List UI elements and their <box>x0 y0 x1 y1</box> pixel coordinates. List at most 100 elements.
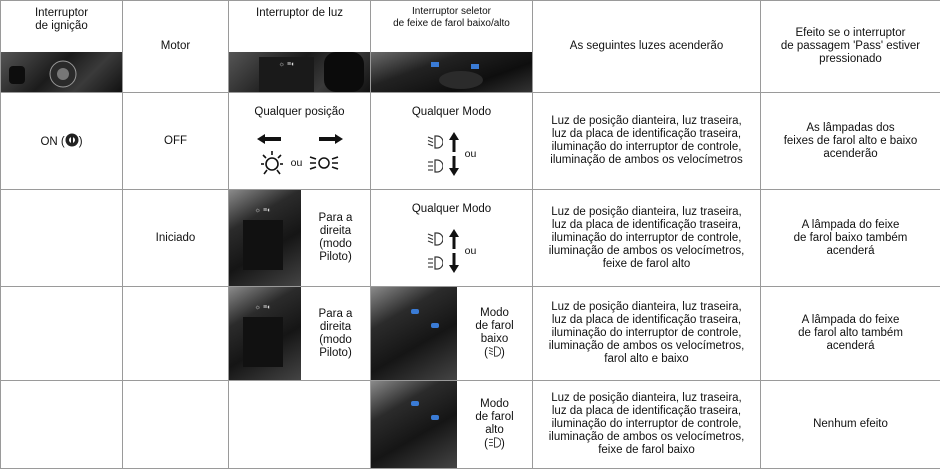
light-switch-cell: ☼ ≡◐ Para a direita (modo Piloto) <box>229 190 371 287</box>
indicator <box>431 415 439 420</box>
beam-selector-photo <box>371 52 532 92</box>
beam-icon-stack <box>427 132 459 176</box>
icon-pair <box>427 156 459 176</box>
light-switch-drawing: ☼ ≡◐ <box>229 52 370 92</box>
light-switch-photo: ☼ ≡◐ <box>229 287 301 380</box>
beam-selector-drawing <box>371 52 532 92</box>
header-text: Interruptor de ignição <box>1 1 122 33</box>
up-arrow <box>449 132 459 152</box>
light-icons: ou <box>229 150 370 176</box>
indicator <box>431 323 439 328</box>
pass-effect-cell: Nenhum efeito <box>761 381 940 469</box>
low-beam-icon <box>488 346 501 357</box>
engine-cell <box>123 381 229 469</box>
header-cell: As seguintes luzes acenderão <box>533 1 761 93</box>
header-cell: Interruptor seletor de feixe de farol ba… <box>371 1 533 93</box>
pass-effect-cell: As lâmpadas dos feixes de farol alto e b… <box>761 93 940 190</box>
beam-title: Qualquer Modo <box>371 106 532 119</box>
high-beam-icon <box>427 159 443 173</box>
down-arrow <box>449 253 459 273</box>
icon-pair <box>427 253 459 273</box>
high-beam-icon <box>488 437 501 448</box>
table-row: ON () OFF Qualquer posição ou Qualquer M… <box>1 93 940 190</box>
light-switch-cell <box>229 381 371 469</box>
or-text: ou <box>465 245 477 258</box>
ignition-drawing <box>1 52 122 92</box>
header-text: Interruptor seletor de feixe de farol ba… <box>371 1 532 30</box>
header-cell: Interruptor de luz ☼ ≡◐ <box>229 1 371 93</box>
switch-marking: ☼ ≡◐ <box>255 207 272 214</box>
ignition-cell <box>1 190 123 287</box>
split: Modo de farol baixo () <box>371 287 532 380</box>
split: ☼ ≡◐ Para a direita (modo Piloto) <box>229 190 370 286</box>
tail-light-icon <box>308 153 340 173</box>
split: Modo de farol alto () <box>371 381 532 468</box>
ignition-text: ) <box>79 136 83 148</box>
ignition-text: ON ( <box>40 136 64 148</box>
header-cell: Motor <box>123 1 229 93</box>
beam-icons: ou <box>371 132 532 176</box>
table-row: Iniciado ☼ ≡◐ Para a direita (modo Piloto… <box>1 190 940 287</box>
lights-cell: Luz de posição dianteira, luz traseira, … <box>533 287 761 381</box>
ignition-cell: ON () <box>1 93 123 190</box>
split: ☼ ≡◐ Para a direita (modo Piloto) <box>229 287 370 380</box>
switch-drawing: ☼ ≡◐ <box>229 190 301 282</box>
lights-cell: Luz de posição dianteira, luz traseira, … <box>533 93 761 190</box>
body: {"table":{ "header":["Interruptor\nde ig… <box>0 0 940 459</box>
light-switch-title: Qualquer posição <box>229 106 370 119</box>
pass-effect-cell: A lâmpada do feixe de farol alto também … <box>761 287 940 381</box>
header-cell: Interruptor de ignição <box>1 1 123 93</box>
pass-effect-cell: A lâmpada do feixe de farol baixo também… <box>761 190 940 287</box>
icon-pair <box>427 132 459 152</box>
beam-selector-cell: Modo de farol baixo () <box>371 287 533 381</box>
beam-selector-cell: Qualquer Modo ou <box>371 190 533 287</box>
engine-cell: OFF <box>123 93 229 190</box>
table-row: ☼ ≡◐ Para a direita (modo Piloto) Modo de… <box>1 287 940 381</box>
beam-title: Qualquer Modo <box>371 203 532 216</box>
page: Tabela de luzes html,body{margin:0;paddi… <box>0 0 940 459</box>
low-beam-icon <box>427 232 443 246</box>
header-text: Interruptor de luz <box>229 1 370 20</box>
beam-selector-cell: Qualquer Modo ou <box>371 93 533 190</box>
ignition-photo <box>1 52 122 92</box>
beam-mode-text: ) <box>501 347 505 359</box>
indicator <box>411 309 419 314</box>
light-switch-cell: Qualquer posição ou <box>229 93 371 190</box>
ignition-cell <box>1 381 123 469</box>
beam-selector-photo <box>371 287 457 380</box>
down-arrow <box>449 156 459 176</box>
switch-marking: ☼ ≡◐ <box>279 61 296 68</box>
ignition-cell <box>1 287 123 381</box>
beam-mode-label: Modo de farol alto () <box>457 398 532 451</box>
table-row: Modo de farol alto () Luz de posição dia… <box>1 381 940 469</box>
engine-cell <box>123 287 229 381</box>
engine-cell: Iniciado <box>123 190 229 287</box>
or-text: ou <box>465 148 477 161</box>
beam-mode-text: ) <box>501 438 505 450</box>
key-icon <box>65 133 79 147</box>
beam-selector-cell: Modo de farol alto () <box>371 381 533 469</box>
beam-icon-stack <box>427 229 459 273</box>
light-switch-photo: ☼ ≡◐ <box>229 52 370 92</box>
beam-mode-label: Modo de farol baixo () <box>457 307 532 360</box>
icon-pair <box>427 229 459 249</box>
light-switch-photo: ☼ ≡◐ <box>229 190 301 286</box>
light-switch-cell: ☼ ≡◐ Para a direita (modo Piloto) <box>229 287 371 381</box>
up-arrow <box>449 229 459 249</box>
beam-icons: ou <box>371 229 532 273</box>
switch-position-label: Para a direita (modo Piloto) <box>301 212 370 264</box>
lights-cell: Luz de posição dianteira, luz traseira, … <box>533 381 761 469</box>
left-right-arrows <box>255 132 345 146</box>
low-beam-icon <box>427 135 443 149</box>
lights-cell: Luz de posição dianteira, luz traseira, … <box>533 190 761 287</box>
header-row: Interruptor de ignição Motor Interruptor… <box>1 1 940 93</box>
position-light-icon <box>259 150 285 176</box>
header-cell: Efeito se o interruptor de passagem 'Pas… <box>761 1 940 93</box>
indicator <box>411 401 419 406</box>
switch-marking: ☼ ≡◐ <box>255 304 272 311</box>
or-text: ou <box>291 157 303 170</box>
beam-selector-photo <box>371 381 457 468</box>
high-beam-icon <box>427 256 443 270</box>
switch-position-label: Para a direita (modo Piloto) <box>301 308 370 360</box>
